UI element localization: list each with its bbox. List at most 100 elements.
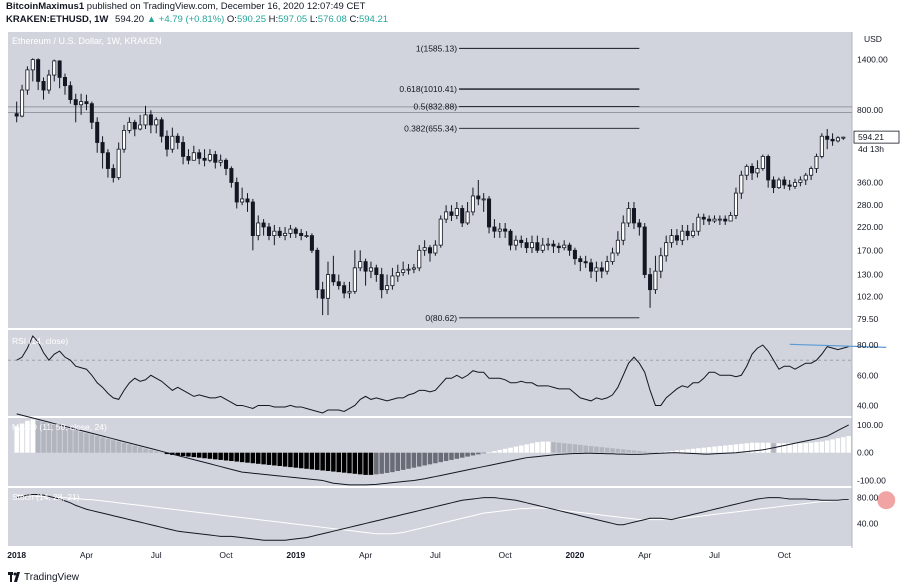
candle-body — [835, 137, 840, 142]
macd-histogram-bar — [41, 422, 46, 453]
candle-body — [234, 182, 239, 203]
macd-histogram-bar — [792, 443, 798, 453]
candle-body — [465, 211, 470, 224]
candle-body — [368, 267, 373, 272]
candle-body — [138, 124, 143, 130]
macd-histogram-bar — [293, 452, 299, 468]
open-label: O: — [226, 14, 237, 25]
macd-histogram-bar — [121, 442, 127, 453]
chart-canvas[interactable]: 1(1585.13) 0.618(1010.41) 0.5(832.88) 0.382… — [0, 0, 901, 568]
last-price-box — [853, 130, 900, 144]
price-tick-label: 360.00 — [857, 177, 883, 187]
candle-body — [320, 289, 325, 299]
macd-histogram-bar — [272, 452, 277, 466]
macd-histogram-bar — [712, 446, 717, 453]
publish-line: BitcoinMaximus1 published on TradingView… — [6, 0, 896, 13]
candle-body — [707, 218, 712, 222]
macd-histogram-bar — [830, 439, 835, 453]
macd-histogram-bar — [304, 452, 309, 469]
candle-body — [572, 249, 577, 260]
candle-body — [315, 249, 320, 291]
macd-histogram-bar — [438, 452, 443, 463]
candle-body — [46, 74, 51, 91]
macd-histogram-bar — [481, 452, 486, 454]
candle-body — [20, 89, 25, 117]
macd-histogram-bar — [706, 447, 712, 453]
candle-body — [159, 119, 164, 137]
candle-body — [776, 179, 781, 189]
candle-body — [803, 174, 808, 181]
candle-body — [792, 182, 798, 187]
macd-histogram-bar — [620, 449, 626, 453]
macd-histogram-bar — [443, 452, 449, 462]
candle-body — [191, 152, 196, 161]
macd-histogram-bar — [680, 449, 685, 453]
macd-histogram-bar — [642, 451, 647, 453]
macd-histogram-bar — [261, 452, 266, 465]
candle-body — [261, 222, 266, 228]
macd-histogram-bar — [417, 452, 422, 467]
countdown-box — [854, 144, 894, 156]
candle-body — [293, 228, 298, 234]
stoch-pane-background — [8, 488, 852, 546]
candle-body — [589, 262, 594, 272]
candle-body — [25, 69, 30, 91]
macd-histogram-bar — [535, 442, 540, 453]
macd-histogram-bar — [357, 452, 363, 475]
macd-histogram-bar — [14, 426, 19, 453]
macd-histogram-bar — [132, 445, 138, 453]
macd-histogram-bar — [814, 442, 819, 453]
macd-histogram-bar — [728, 444, 733, 453]
macd-histogram-bar — [808, 442, 814, 453]
close-value: 594.21 — [358, 14, 389, 25]
macd-histogram-bar — [94, 436, 100, 453]
candle-body — [685, 230, 690, 237]
candle-body — [438, 218, 443, 246]
macd-histogram-bar — [62, 427, 68, 453]
time-tick-label: Jul — [151, 550, 162, 560]
candle-body — [567, 244, 572, 251]
macd-histogram-bar — [164, 452, 170, 455]
price-tick-label: 800.00 — [857, 105, 883, 115]
macd-histogram-bar — [529, 443, 535, 453]
candle-body — [787, 184, 792, 187]
fib-level-label: 1(1585.13) — [416, 43, 457, 53]
macd-histogram-bar — [288, 452, 293, 468]
candle-body — [739, 174, 744, 194]
macd-histogram-bar — [191, 452, 197, 458]
stoch-d-line — [16, 494, 849, 535]
candle-body — [449, 211, 454, 216]
price-tick-label: 79.50 — [857, 314, 879, 324]
macd-histogram-bar — [255, 452, 261, 464]
macd-histogram-bar — [368, 452, 374, 475]
candle-body — [240, 198, 245, 203]
macd-histogram-bar — [52, 424, 57, 453]
candle-body — [181, 142, 186, 157]
candle-body — [830, 138, 835, 142]
macd-histogram-bar — [545, 441, 551, 453]
macd-histogram-bar — [765, 442, 771, 453]
macd-histogram-bar — [400, 452, 406, 470]
candle-body — [637, 222, 642, 228]
candle-body — [524, 242, 529, 249]
macd-histogram-bar — [218, 452, 223, 460]
candle-body — [36, 59, 41, 82]
candle-body — [696, 216, 701, 232]
tradingview-brand[interactable]: TradingView — [24, 571, 80, 583]
price-tick-label: 1400.00 — [857, 55, 888, 65]
candle-body — [819, 135, 824, 157]
candle-body — [213, 154, 218, 163]
candle-body — [556, 245, 561, 249]
price-unit-label: USD — [864, 34, 882, 44]
time-tick-label: Apr — [638, 550, 651, 560]
macd-histogram-bar — [449, 452, 454, 460]
candle-body — [326, 274, 331, 299]
macd-histogram-bar — [347, 452, 352, 474]
candle-body — [664, 242, 669, 257]
macd-histogram-bar — [78, 431, 84, 453]
author-name[interactable]: BitcoinMaximus1 — [6, 1, 85, 12]
candle-body — [41, 81, 46, 91]
macd-histogram-bar — [137, 447, 143, 453]
macd-histogram-bar — [35, 420, 41, 453]
candle-body — [272, 230, 277, 237]
